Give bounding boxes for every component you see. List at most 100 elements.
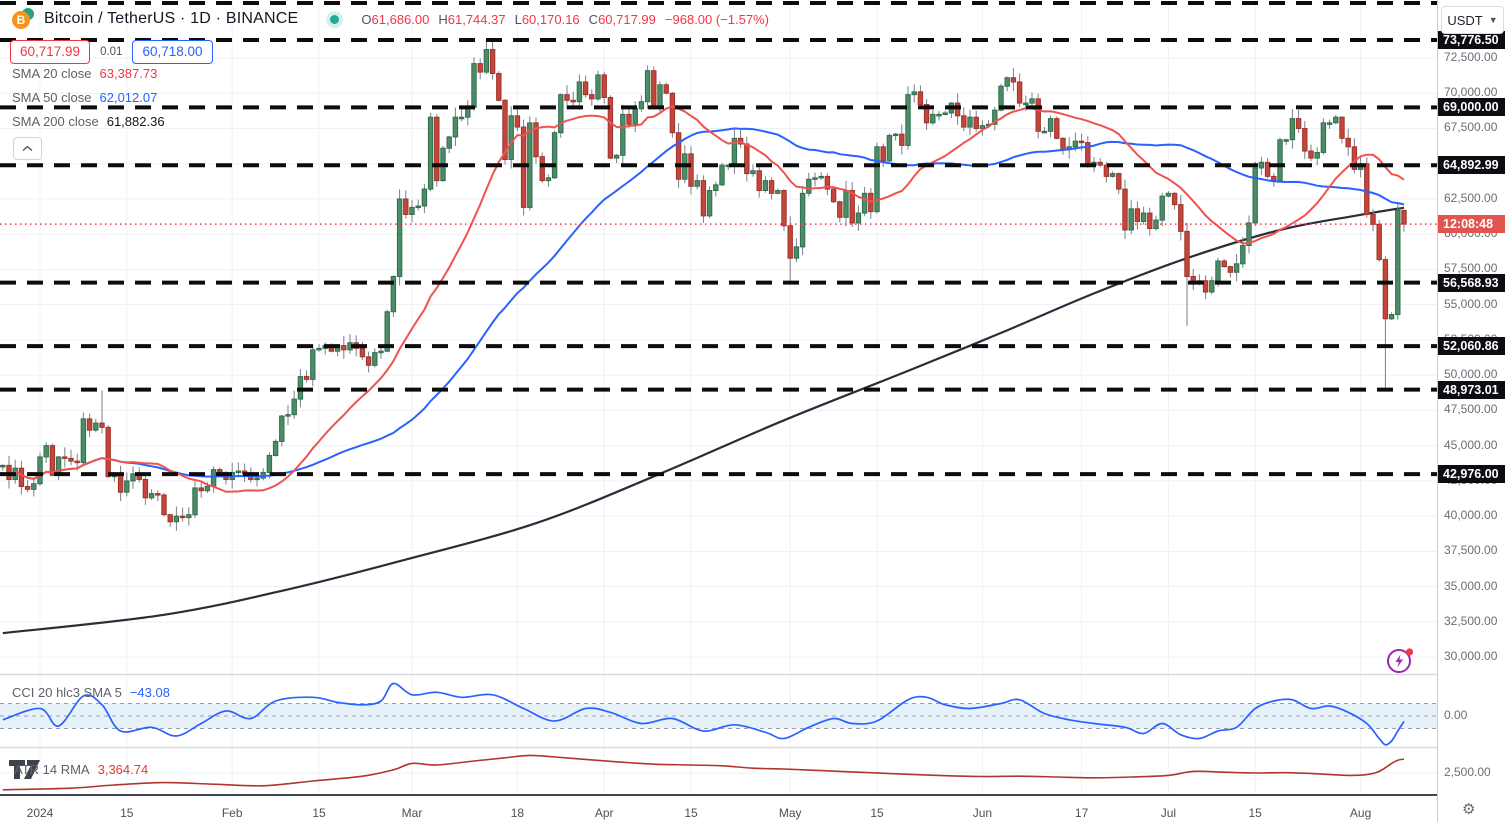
legend-sma50[interactable]: SMA 50 close 62,012.07	[12, 90, 157, 105]
candle-body	[254, 477, 260, 481]
candle-body	[167, 514, 173, 523]
candle-body	[998, 85, 1004, 111]
candle-body	[341, 345, 347, 351]
candle-body	[837, 201, 843, 218]
candle-body	[105, 426, 111, 478]
price-level-badge: 69,000.00	[1438, 98, 1505, 117]
candle-body	[793, 246, 800, 259]
price-tick-label: 62,500.00	[1444, 190, 1498, 205]
candle-body	[378, 350, 384, 354]
candle-body	[570, 99, 576, 103]
sma50-value: 62,012.07	[99, 90, 158, 105]
candle-body	[1004, 77, 1010, 87]
candle-body	[1097, 161, 1103, 166]
candle-body	[266, 455, 273, 473]
price-axis[interactable]	[1437, 0, 1506, 822]
price-tick-label: 30,000.00	[1444, 649, 1498, 664]
candle-body	[384, 311, 390, 352]
legend-sma20[interactable]: SMA 20 close 63,387.73	[12, 66, 157, 81]
candle-body	[861, 192, 868, 214]
candle-body	[285, 414, 291, 417]
cci-line	[2, 682, 1405, 746]
chevron-down-icon: ▼	[1488, 15, 1498, 25]
candle-body	[905, 94, 911, 146]
candle-body	[1252, 167, 1258, 224]
candle-body	[688, 153, 694, 187]
candle-body	[1345, 137, 1351, 148]
candle-body	[1289, 118, 1296, 141]
candle-body	[713, 184, 719, 192]
candle-body	[1054, 118, 1060, 139]
cci-pane-legend[interactable]: CCI 20 hlc3 SMA 5 −43.08	[12, 685, 170, 700]
candle-body	[595, 74, 601, 100]
cci-band	[0, 703, 1437, 729]
candle-body	[781, 190, 787, 227]
buy-price-button[interactable]: 60,718.00	[132, 40, 213, 64]
collapse-legend-button[interactable]	[13, 137, 42, 160]
candle-body	[855, 212, 862, 224]
candle-body	[43, 445, 49, 458]
candle-body	[1370, 213, 1376, 225]
candle-body	[558, 94, 564, 134]
candle-body	[37, 456, 43, 485]
candle-body	[911, 91, 917, 96]
candle-body	[545, 177, 552, 182]
candle-body	[1078, 140, 1085, 144]
axis-settings-gear-icon[interactable]: ⚙	[1462, 801, 1476, 818]
candle-body	[74, 460, 80, 464]
time-tick-label: Jun	[972, 806, 993, 820]
candle-body	[409, 206, 415, 215]
currency-dropdown-button[interactable]: USDT ▼	[1441, 6, 1504, 34]
symbol-header: B Bitcoin / TetherUS · 1D · BINANCE O61,…	[12, 8, 769, 30]
time-tick-label: 15	[1248, 806, 1262, 820]
candle-body	[936, 113, 942, 117]
candle-body	[979, 125, 986, 129]
time-tick-label: 15	[312, 806, 326, 820]
candle-body	[899, 133, 905, 146]
candle-body	[806, 178, 812, 194]
candle-body	[68, 457, 74, 462]
candle-body	[843, 190, 849, 218]
candle-body	[303, 376, 310, 380]
lightning-bolt-icon	[1395, 654, 1403, 668]
price-tick-label: 72,500.00	[1444, 50, 1498, 64]
sma20-line	[14, 105, 1405, 493]
candle-body	[186, 514, 192, 519]
lightning-fab-button[interactable]	[1386, 646, 1414, 674]
candle-body	[1283, 139, 1289, 142]
time-axis[interactable]	[0, 794, 1506, 822]
price-tick-label: 40,000.00	[1444, 508, 1498, 523]
spread-value: 0.01	[100, 46, 123, 58]
candle-body	[1271, 175, 1277, 182]
time-tick-label: Apr	[594, 806, 614, 820]
candle-body	[365, 356, 372, 366]
candle-body	[477, 63, 483, 73]
price-level-badge: 52,060.86	[1438, 337, 1505, 356]
candle-body	[396, 198, 403, 277]
candle-body	[973, 116, 979, 129]
sell-price-button[interactable]: 60,717.99	[10, 40, 91, 64]
price-level-badge: 64,892.99	[1438, 156, 1505, 175]
candle-body	[520, 126, 527, 208]
candle-body	[762, 180, 769, 192]
candle-body	[917, 91, 924, 106]
symbol-title[interactable]: Bitcoin / TetherUS · 1D · BINANCE	[44, 10, 299, 27]
atr-pane-legend[interactable]: ATR 14 RMA 3,364.74	[14, 762, 148, 777]
candle-body	[874, 146, 880, 213]
candle-body	[210, 469, 217, 488]
candle-body	[1178, 204, 1184, 232]
candle-body	[1041, 130, 1048, 134]
candle-body	[1302, 127, 1308, 152]
candle-body	[1376, 223, 1382, 261]
candle-body	[198, 487, 204, 492]
candle-body	[1134, 208, 1141, 223]
candle-body	[1388, 314, 1395, 320]
high-value: 61,744.37	[447, 11, 506, 27]
candle-body	[768, 180, 775, 194]
candle-body	[582, 81, 589, 96]
candle-body	[1246, 222, 1252, 246]
candle-body	[892, 133, 899, 137]
candle-body	[1209, 280, 1215, 293]
legend-sma200[interactable]: SMA 200 close 61,882.36	[12, 114, 165, 129]
